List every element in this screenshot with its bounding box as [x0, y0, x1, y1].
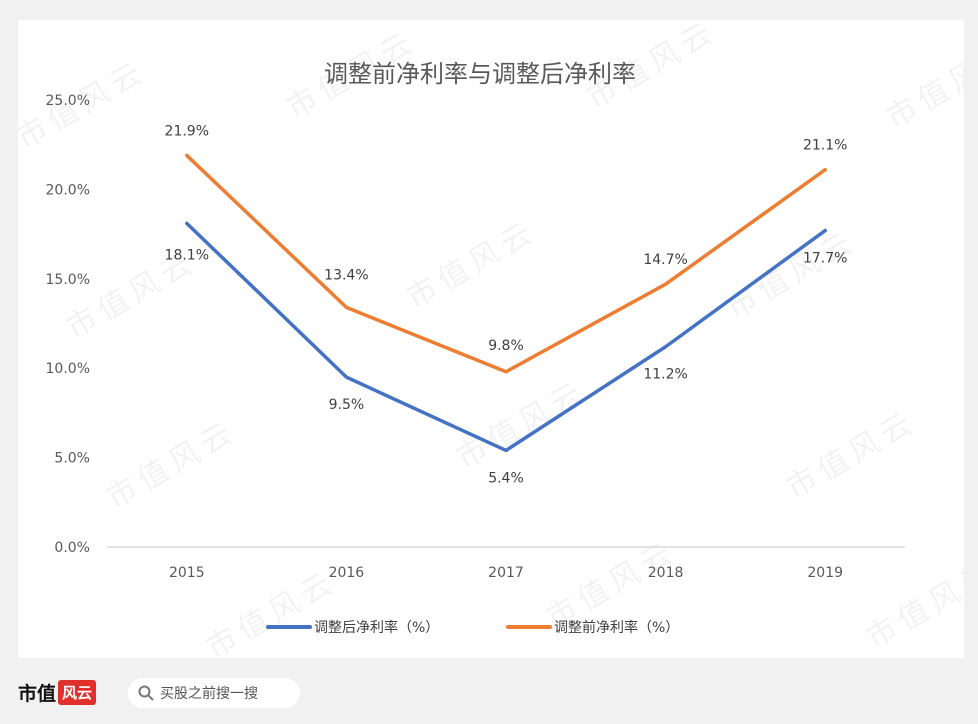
data-label: 9.5%: [329, 397, 365, 413]
data-label: 11.2%: [643, 367, 687, 383]
x-tick-label: 2017: [488, 565, 524, 581]
search-placeholder: 买股之前搜一搜: [160, 686, 258, 702]
y-tick-label: 0.0%: [54, 540, 90, 556]
y-tick-label: 10.0%: [46, 361, 90, 377]
data-label: 18.1%: [165, 247, 209, 263]
y-axis: 0.0% 5.0% 10.0% 15.0% 20.0% 25.0%: [46, 93, 90, 556]
search-icon: [138, 685, 154, 701]
data-label: 13.4%: [324, 267, 368, 283]
x-axis: 2015 2016 2017 2018 2019: [107, 546, 905, 581]
brand-seal: 风云: [58, 679, 97, 705]
line-chart: 调整前净利率与调整后净利率 0.0% 5.0% 10.0% 15.0% 20.0% 25.…: [46, 60, 905, 636]
y-tick-label: 20.0%: [46, 182, 90, 198]
x-tick-label: 2018: [648, 565, 684, 581]
legend: 调整后净利率（%） 调整前净利率（%）: [266, 619, 679, 636]
search-box[interactable]: 买股之前搜一搜: [128, 678, 300, 708]
brand-text: 市值: [18, 682, 57, 705]
footer: 市值 风云 买股之前搜一搜: [0, 658, 978, 724]
legend-label: 调整前净利率（%）: [554, 619, 679, 636]
brand-logo[interactable]: 市值 风云: [18, 678, 97, 706]
legend-label: 调整后净利率（%）: [314, 619, 439, 636]
data-label: 14.7%: [643, 252, 687, 268]
y-tick-label: 25.0%: [46, 93, 90, 109]
y-tick-label: 15.0%: [46, 272, 90, 288]
data-label: 21.1%: [803, 138, 847, 154]
x-tick-label: 2016: [329, 565, 365, 581]
data-label: 9.8%: [488, 338, 524, 354]
data-label: 5.4%: [488, 470, 524, 486]
y-tick-label: 5.0%: [54, 451, 90, 467]
data-label: 17.7%: [803, 251, 847, 267]
series-line: [185, 153, 827, 374]
chart-card: 市值风云 市值风云 市值风云 市值风云 市值风云 市值风云 市值风云 市值风云 市值风云 市值风云…: [18, 20, 964, 658]
data-label: 21.9%: [165, 123, 209, 139]
x-tick-label: 2019: [807, 565, 843, 581]
series-line: [185, 221, 827, 453]
x-tick-label: 2015: [169, 565, 205, 581]
chart-title: 调整前净利率与调整后净利率: [324, 60, 636, 88]
series-layer: 18.1% 9.5% 5.4% 11.2% 17.7% 21.9% 13.4% 9.8% 14.…: [165, 123, 848, 486]
